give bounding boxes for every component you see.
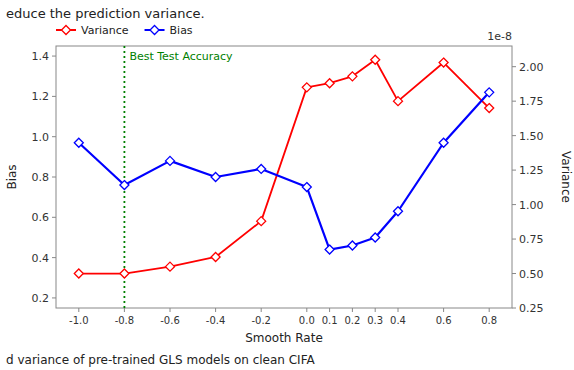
series-marker [348,72,357,81]
y-tick [52,96,56,97]
y2-tick-label: 1.00 [519,199,544,212]
y2-tick-label: 0.50 [519,268,544,281]
x-tick [170,308,171,312]
series-marker [439,138,448,147]
y2-tick-label: 1.50 [519,130,544,143]
series-marker [302,183,311,192]
series-marker [371,233,380,242]
y-tick-label: 0.6 [32,211,50,224]
x-tick [215,308,216,312]
x-tick-label: -0.6 [160,315,180,326]
series-marker [394,97,403,106]
legend-marker [150,26,159,35]
series-marker [257,217,266,226]
y2-tick [512,239,516,240]
y-tick [52,56,56,57]
x-tick [306,308,307,312]
x-tick-label: 0.6 [436,315,452,326]
axis-offset-label: 1e-8 [487,30,512,43]
x-tick [489,308,490,312]
series-marker [120,269,129,278]
series-marker [211,173,220,182]
legend-marker [62,26,71,35]
series-line [79,92,489,249]
plot-frame [56,46,512,308]
series-line [79,60,489,274]
y2-tick [512,101,516,102]
x-tick-label: 0.2 [344,315,360,326]
y-tick [52,297,56,298]
x-tick [398,308,399,312]
y-tick [52,217,56,218]
y2-axis-label: Variance [559,151,573,203]
series-marker [166,262,175,271]
series-marker [394,207,403,216]
y2-tick [512,66,516,67]
series-marker [166,156,175,165]
series-marker [485,104,494,113]
x-tick [329,308,330,312]
y-axis-label: Bias [5,164,19,189]
y-tick [52,257,56,258]
y-tick [52,136,56,137]
x-tick-label: -0.2 [251,315,271,326]
y2-tick [512,204,516,205]
x-axis-label: Smooth Rate [245,331,323,345]
x-tick-label: -0.8 [115,315,135,326]
title: educe the prediction variance. [6,6,205,21]
x-tick [261,308,262,312]
y-tick-label: 0.2 [32,292,50,305]
x-tick [124,308,125,312]
series-marker [439,58,448,67]
plot-area [74,46,493,308]
y2-tick-label: 1.75 [519,95,544,108]
y-tick-label: 0.8 [32,171,50,184]
series-marker [371,55,380,64]
x-tick-label: 0.4 [390,315,406,326]
x-tick-label: 0.8 [481,315,497,326]
x-tick-label: 0.1 [322,315,338,326]
series-marker [302,83,311,92]
x-tick [443,308,444,312]
x-tick-label: -0.4 [206,315,226,326]
legend: Variance Bias [56,24,193,37]
caption: d variance of pre-trained GLS models on … [6,353,315,367]
y-tick [52,177,56,178]
chart: educe the prediction variance. -1.0 -0.8 -0… [0,0,574,370]
y2-tick [512,135,516,136]
y2-tick [512,308,516,309]
series-marker [348,241,357,250]
series-marker [325,245,334,254]
y-tick-label: 1.2 [32,90,50,103]
series-marker [211,252,220,261]
x-tick [78,308,79,312]
y2-tick-label: 0.25 [519,302,544,315]
legend-label: Variance [81,24,129,37]
series-marker [74,269,83,278]
x-tick-label: -1.0 [69,315,89,326]
y-tick-label: 0.4 [32,252,50,265]
y-tick-label: 1.0 [32,131,50,144]
x-tick-label: 0.0 [299,315,315,326]
series-marker [74,138,83,147]
series-marker [257,164,266,173]
reference-label: Best Test Accuracy [129,50,233,63]
y2-tick [512,170,516,171]
y-tick-label: 1.4 [32,50,50,63]
y2-tick-label: 1.25 [519,164,544,177]
y2-tick-label: 0.75 [519,233,544,246]
x-tick [352,308,353,312]
legend-label: Bias [170,24,193,37]
series-marker [120,181,129,190]
y2-tick [512,273,516,274]
series-marker [485,88,494,97]
x-tick-label: 0.3 [367,315,383,326]
y2-tick-label: 2.00 [519,61,544,74]
series-marker [325,79,334,88]
x-tick [375,308,376,312]
